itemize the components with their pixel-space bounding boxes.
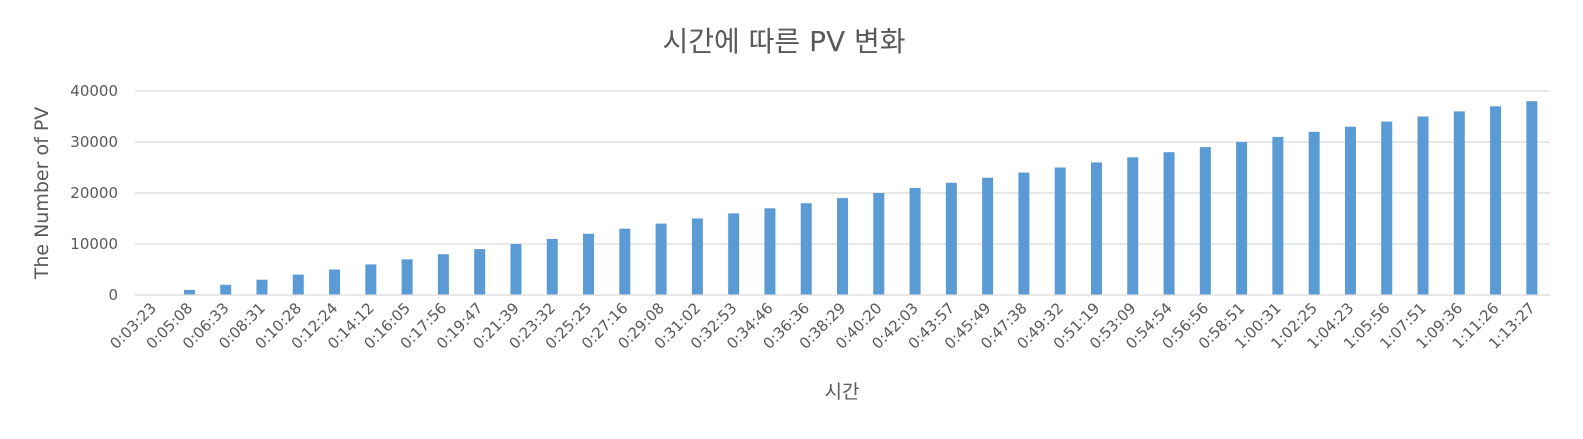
y-tick-label: 10000 [70,235,118,253]
bar [474,249,486,295]
bar [909,187,921,295]
bar [1417,116,1429,295]
bar [1018,172,1030,295]
bar [945,182,957,295]
bar [510,244,522,295]
x-axis-label: 시간 [825,381,860,403]
bar [1199,147,1211,295]
bar [292,274,304,295]
bar [1344,126,1356,295]
bar [873,193,885,295]
chart-title: 시간에 따른 PV 변화 [662,25,905,58]
bar [982,177,994,295]
bar [691,218,703,295]
y-tick-label: 40000 [70,82,118,100]
bar [583,233,595,295]
x-axis-ticks: 0:03:230:05:080:06:330:08:310:10:280:12:… [106,299,1538,353]
bar [365,264,377,295]
bar [437,254,449,295]
bars [183,101,1538,296]
bar [1272,136,1284,295]
bar [329,269,341,295]
bar [728,213,740,295]
bar [546,238,558,295]
bar [800,203,812,295]
bar [1236,142,1248,295]
bar [655,223,667,295]
bar [401,259,413,295]
bar [764,208,776,295]
bar [1090,162,1102,295]
y-axis-label: The Number of PV [31,107,53,281]
y-tick-label: 0 [108,286,118,304]
bar [1163,152,1175,295]
bar [1381,121,1393,295]
bar [1490,106,1502,295]
y-tick-label: 20000 [70,184,118,202]
bar [1054,167,1066,295]
bar [1308,131,1320,295]
bar [256,279,268,295]
y-tick-label: 30000 [70,133,118,151]
bar [837,198,848,295]
bar [1453,111,1465,296]
bar [220,284,232,295]
y-axis-ticks: 0 10000 20000 30000 40000 [70,82,118,304]
bar [619,228,631,295]
bar [1526,101,1538,295]
bar [1127,157,1139,295]
bar [183,289,195,295]
